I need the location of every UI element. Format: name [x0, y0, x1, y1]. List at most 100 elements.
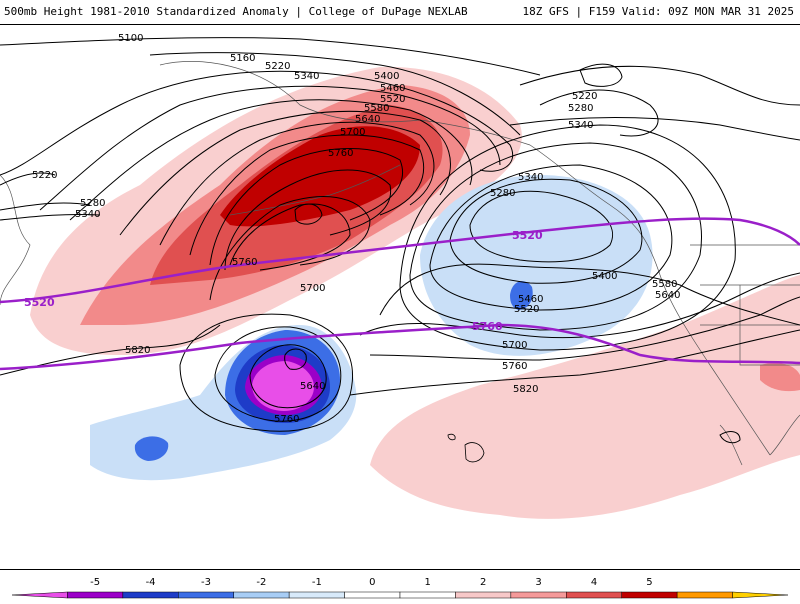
hawaii-islands — [447, 433, 485, 463]
contour-5700 — [209, 196, 371, 301]
colorbar-segment — [399, 591, 456, 599]
contour-se-closed — [719, 431, 741, 444]
contour-5520 — [189, 134, 425, 256]
contour-label: 5640 — [355, 114, 380, 125]
contour-label: 5340 — [75, 209, 100, 220]
contour-label: 5460 — [380, 83, 405, 94]
contour-5280-a — [39, 85, 501, 211]
anomaly-1sd-negative-east — [420, 175, 653, 356]
contour-labels: 5100 5160 5220 5340 5400 5460 5520 5580 … — [24, 33, 680, 425]
run-info: 18Z GFS | F159 Valid: 09Z MON MAR 31 202… — [522, 5, 794, 18]
contour-5280-ne — [519, 65, 800, 106]
contour-west-5220 — [0, 172, 56, 186]
reference-contour-5520 — [0, 217, 800, 304]
contour-label: 5400 — [374, 71, 399, 82]
colorbar-tick-label: -2 — [256, 577, 266, 588]
colorbar-segment — [178, 591, 234, 599]
coastline-bc — [529, 144, 661, 276]
contour-label: 5760 — [328, 148, 353, 159]
contour-low-outer — [179, 313, 353, 432]
contour-5820-east — [349, 329, 800, 396]
anomaly-1sd-positive-south — [370, 275, 800, 519]
contour-label: 5520 — [514, 304, 539, 315]
colorbar-segment — [67, 591, 124, 599]
contour-label: 5580 — [652, 279, 677, 290]
contour-label: 5700 — [340, 127, 365, 138]
map-canvas: 5100 5160 5220 5340 5400 5460 5520 5580 … — [0, 33, 800, 519]
contour-label: 5580 — [364, 103, 389, 114]
contour-label: 5700 — [300, 283, 325, 294]
contour-5220-a — [0, 70, 514, 176]
colorbar-tick-label: -1 — [312, 577, 322, 588]
contour-label: 5640 — [300, 381, 325, 392]
contour-west-5340 — [0, 213, 101, 221]
contour-label: 5640 — [655, 290, 680, 301]
contour-label: 5160 — [230, 53, 255, 64]
colorbar-segment — [288, 591, 345, 599]
colorbar-segment — [676, 591, 733, 599]
positive-anomaly-shading — [30, 66, 800, 519]
negative-anomaly-shading — [90, 175, 653, 481]
hawaii-maui — [447, 433, 456, 441]
anomaly-4sd-positive — [220, 126, 420, 227]
colorbar-right-arrow — [732, 591, 789, 599]
contour-5640 — [224, 169, 392, 271]
colorbar-segment — [566, 591, 622, 599]
contour-label: 5100 — [118, 33, 143, 44]
coastline-uswest — [659, 274, 771, 456]
anomaly-3sd-positive-small — [760, 363, 800, 392]
contour-5640-east — [379, 263, 800, 326]
contour-low-mid — [214, 326, 342, 422]
reference-contour-5760 — [0, 323, 800, 371]
contour-5280-east — [469, 190, 613, 263]
contour-label: 5280 — [490, 188, 515, 199]
coastline-alaska — [159, 61, 531, 146]
colorbar-segment — [233, 591, 290, 599]
contour-low-core — [284, 348, 307, 370]
contour-5400-east — [429, 164, 673, 311]
colorbar-tick-label: -5 — [90, 577, 100, 588]
colorbar-tick-label: 1 — [425, 577, 431, 588]
contour-label: 5820 — [513, 384, 538, 395]
colorbar-tick-label: -4 — [146, 577, 156, 588]
contour-label: 5220 — [572, 91, 597, 102]
contour-5160 — [149, 52, 521, 136]
reference-contour-label: 5760 — [472, 320, 503, 333]
colorbar-canvas: -5 -4 -3 -2 -1 0 1 2 3 4 5 — [11, 577, 789, 599]
coastline-asia — [0, 174, 31, 306]
contour-label: 5520 — [380, 94, 405, 105]
coastline-mexico — [769, 414, 800, 456]
map-title: 500mb Height 1981-2010 Standardized Anom… — [4, 5, 468, 18]
contour-label: 5760 — [232, 257, 257, 268]
contour-5580 — [209, 148, 403, 266]
colorbar-tick-label: 4 — [591, 577, 597, 588]
contour-low-inner — [249, 344, 327, 409]
colorbar-tick-label: -3 — [201, 577, 211, 588]
contour-5700-small — [294, 203, 323, 225]
contour-5460 — [159, 121, 435, 246]
contour-label: 5340 — [568, 120, 593, 131]
weather-map: 5100 5160 5220 5340 5400 5460 5520 5580 … — [0, 24, 800, 570]
contour-label: 5460 — [518, 294, 543, 305]
contour-label: 5340 — [294, 71, 319, 82]
contour-5340-east — [449, 178, 643, 284]
contour-ne-closed — [579, 63, 623, 87]
contour-5700-east — [359, 272, 800, 339]
colorbar-left-arrow — [11, 591, 68, 599]
contour-5760 — [229, 203, 351, 271]
colorbar: -5 -4 -3 -2 -1 0 1 2 3 4 5 — [0, 570, 800, 600]
colorbar-segment — [455, 591, 512, 599]
contour-label: 5280 — [568, 103, 593, 114]
contour-label: 5340 — [518, 172, 543, 183]
contour-5760-east — [369, 296, 800, 361]
colorbar-segment — [122, 591, 179, 599]
contour-label: 5220 — [265, 61, 290, 72]
contour-label: 5760 — [274, 414, 299, 425]
contour-label: 5760 — [502, 361, 527, 372]
hawaii-big-island — [464, 442, 485, 463]
reference-contours — [0, 217, 800, 371]
contour-label: 5400 — [592, 271, 617, 282]
colorbar-tick-label: 3 — [535, 577, 541, 588]
contour-label: 5220 — [32, 170, 57, 181]
colorbar-segment — [510, 591, 567, 599]
